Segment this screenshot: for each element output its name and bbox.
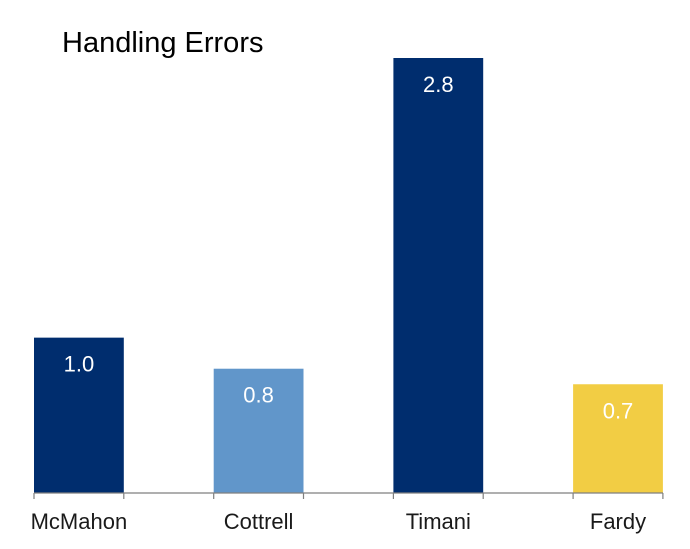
value-label-timani: 2.8 (423, 72, 454, 97)
category-label-timani: Timani (406, 509, 471, 534)
x-axis-ticks (33, 493, 664, 499)
bar-cottrell (213, 368, 304, 493)
category-label-mcmahon: McMahon (31, 509, 128, 534)
value-labels-group: 1.0 0.8 2.8 0.7 (64, 72, 634, 423)
bar-mcmahon (34, 337, 124, 493)
value-label-fardy: 0.7 (603, 398, 634, 423)
bar-fardy (573, 384, 663, 493)
category-label-fardy: Fardy (590, 509, 646, 534)
value-label-mcmahon: 1.0 (64, 352, 95, 377)
value-label-cottrell: 0.8 (243, 383, 274, 408)
bars-group (34, 58, 663, 493)
category-label-cottrell: Cottrell (224, 509, 294, 534)
category-labels-group: McMahon Cottrell Timani Fardy (31, 509, 647, 534)
bar-timani (393, 58, 484, 493)
chart-title: Handling Errors (62, 27, 263, 59)
